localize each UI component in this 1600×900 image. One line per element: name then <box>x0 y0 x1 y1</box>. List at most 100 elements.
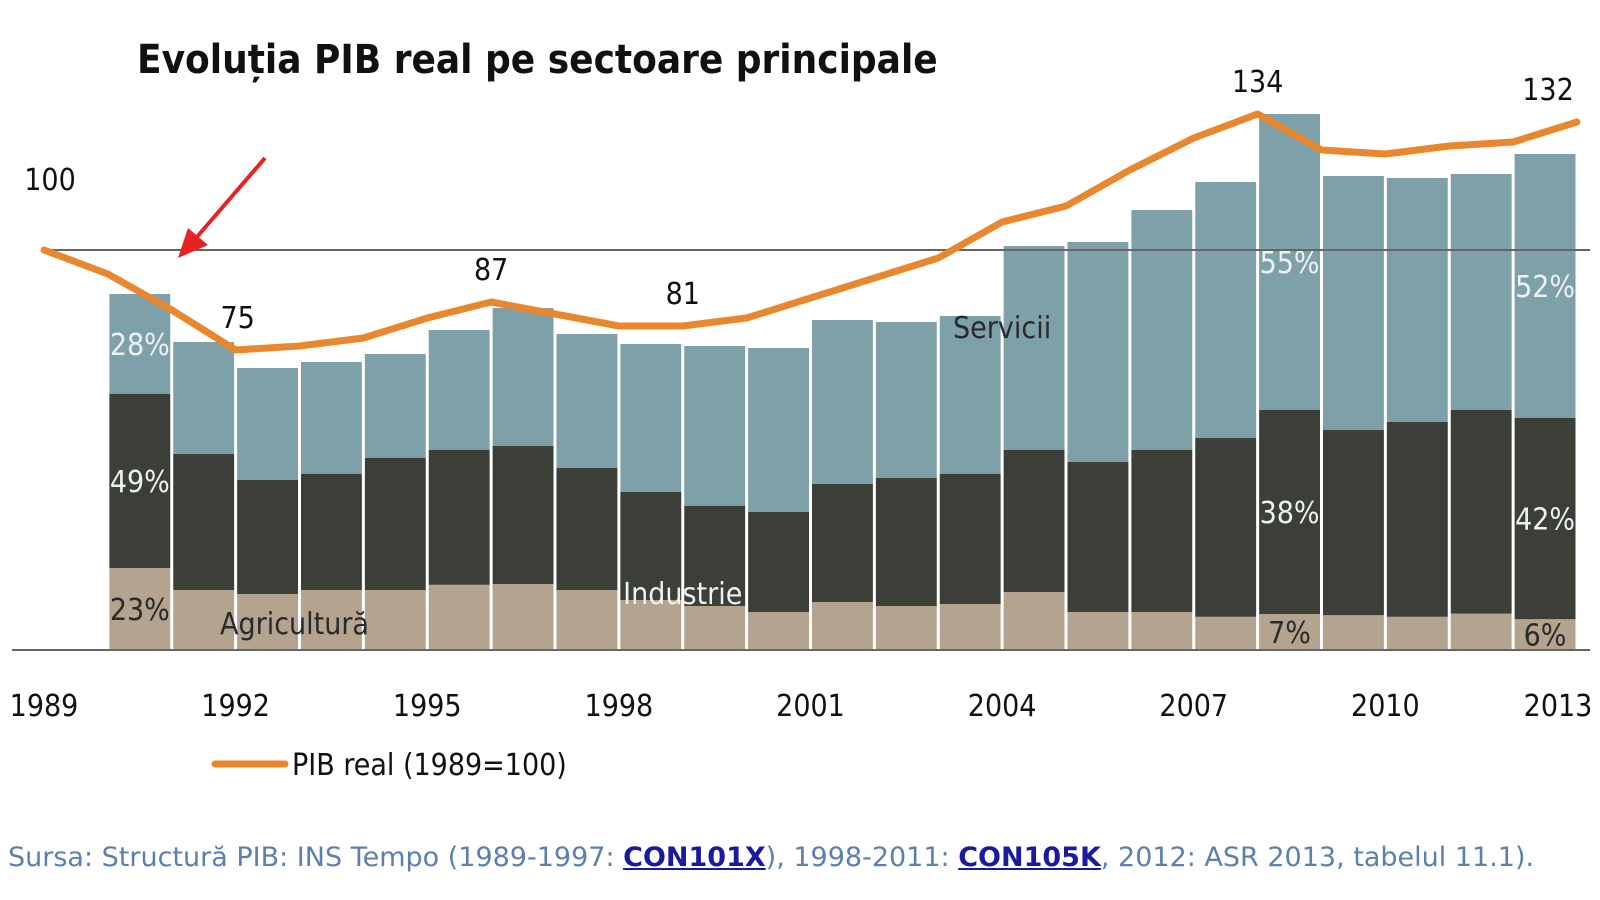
bar-serv-2009 <box>1323 176 1384 430</box>
source-prefix: Sursa: Structură PIB: INS Tempo (1989-19… <box>8 842 624 873</box>
x-tick-2001: 2001 <box>776 689 845 724</box>
share-label-serv-1990: 28% <box>110 328 170 363</box>
bar-serv-2010 <box>1386 178 1448 422</box>
bar-ind-2001 <box>812 484 873 602</box>
bar-serv-1996 <box>492 308 554 446</box>
bar-agri-2010 <box>1386 616 1448 650</box>
bar-agri-1995 <box>428 584 490 650</box>
bar-serv-2008 <box>1259 114 1320 410</box>
bar-ind-2003 <box>939 474 1001 604</box>
bar-agri-2011 <box>1450 613 1512 650</box>
bar-agri-2004 <box>1003 592 1065 650</box>
bar-agri-2003 <box>939 604 1001 650</box>
bar-serv-2002 <box>875 322 937 478</box>
bar-agri-2008 <box>1259 614 1320 650</box>
share-label-ind-1990: 49% <box>110 465 170 500</box>
sector-label-ind: Industrie <box>623 577 742 612</box>
bar-ind-2000 <box>748 512 809 612</box>
bar-agri-2007 <box>1195 616 1257 650</box>
chart: 23% 49% 28% 7% 38% 55% 6% 42% 52% Agricultură Indu… <box>10 37 1593 783</box>
bar-agri-2001 <box>812 602 873 650</box>
bar-serv-1999 <box>684 346 746 506</box>
bar-serv-2012 <box>1514 154 1576 418</box>
sector-label-serv: Servicii <box>953 311 1051 346</box>
x-tick-1998: 1998 <box>585 689 654 724</box>
x-tick-1989: 1989 <box>10 689 79 724</box>
bar-agri-2009 <box>1323 615 1384 650</box>
bar-agri-1998 <box>620 600 682 650</box>
x-tick-2010: 2010 <box>1351 689 1420 724</box>
bar-agri-1990 <box>109 568 171 650</box>
gdp-line <box>40 110 1581 354</box>
bar-agri-1996 <box>492 584 554 650</box>
bar-ind-2011 <box>1450 410 1512 614</box>
bar-ind-2009 <box>1323 430 1384 616</box>
bar-agri-1997 <box>556 590 618 650</box>
bar-ind-1990 <box>109 394 171 568</box>
bar-ind-1996 <box>492 446 554 584</box>
share-label-agri-2008: 7% <box>1268 616 1311 651</box>
bar-serv-1993 <box>301 362 362 474</box>
x-tick-1992: 1992 <box>201 689 270 724</box>
source-note: Sursa: Structură PIB: INS Tempo (1989-19… <box>8 842 1534 873</box>
bar-ind-1994 <box>364 458 426 590</box>
bar-serv-2007 <box>1195 182 1257 438</box>
bar-serv-2004 <box>1003 246 1065 450</box>
bar-serv-2005 <box>1067 242 1129 462</box>
bar-agri-1999 <box>684 606 746 650</box>
bar-serv-2011 <box>1450 174 1512 410</box>
share-label-agri-2012: 6% <box>1524 619 1567 654</box>
chart-title: Evoluția PIB real pe sectoare principale <box>137 37 938 83</box>
bar-serv-1992 <box>237 368 298 480</box>
bar-agri-2012 <box>1514 619 1576 650</box>
bar-serv-1995 <box>428 330 490 450</box>
point-label-1989: 100 <box>24 163 76 198</box>
share-label-ind-2008: 38% <box>1260 496 1320 531</box>
point-labels-group: 100 75 87 81 134 132 <box>24 65 1574 336</box>
bar-agri-1994 <box>364 590 426 650</box>
bar-ind-2005 <box>1067 462 1129 612</box>
bar-serv-2003 <box>939 316 1001 474</box>
point-label-2013: 132 <box>1522 73 1574 108</box>
bar-agri-1993 <box>301 590 362 650</box>
legend-label: PIB real (1989=100) <box>292 748 567 783</box>
bar-serv-2001 <box>812 320 873 484</box>
source-middle: ), 1998-2011: <box>765 842 959 873</box>
x-tick-2004: 2004 <box>968 689 1037 724</box>
legend: PIB real (1989=100) <box>211 748 567 783</box>
red-arrow-annotation <box>178 156 267 258</box>
bar-agri-2000 <box>748 612 809 650</box>
share-label-ind-2012: 42% <box>1515 503 1575 538</box>
bar-ind-1998 <box>620 492 682 600</box>
bar-ind-2008 <box>1259 410 1320 614</box>
bar-serv-1990 <box>109 294 171 394</box>
bar-ind-1997 <box>556 468 618 590</box>
bar-ind-1999 <box>684 506 746 606</box>
bar-agri-2002 <box>875 606 937 650</box>
bars-group <box>109 114 1576 650</box>
x-tick-1995: 1995 <box>393 689 462 724</box>
segment-labels-group: 23% 49% 28% 7% 38% 55% 6% 42% 52% Agricultură Indu… <box>110 246 1575 654</box>
bar-ind-2007 <box>1195 438 1257 617</box>
bar-agri-1991 <box>173 590 235 650</box>
bar-serv-1998 <box>620 344 682 492</box>
bar-agri-2005 <box>1067 612 1129 650</box>
bar-ind-2004 <box>1003 450 1065 592</box>
source-link-con105k[interactable]: CON105K <box>958 842 1101 873</box>
point-label-2008: 134 <box>1232 65 1284 100</box>
source-link-con101x[interactable]: CON101X <box>623 842 766 873</box>
share-label-agri-1990: 23% <box>110 593 170 628</box>
x-tick-labels-group: 1989 1992 1995 1998 2001 2004 2007 2010 2013 <box>10 689 1593 724</box>
sector-label-agri: Agricultură <box>220 607 369 642</box>
bar-ind-2012 <box>1514 418 1576 620</box>
bar-serv-1991 <box>173 342 235 454</box>
point-label-1999: 81 <box>666 277 700 312</box>
point-label-1996: 87 <box>474 253 508 288</box>
x-tick-2007: 2007 <box>1159 689 1228 724</box>
bar-serv-2006 <box>1131 210 1193 450</box>
bar-serv-1997 <box>556 334 618 468</box>
share-label-serv-2008: 55% <box>1260 246 1320 281</box>
bar-ind-2002 <box>875 478 937 606</box>
bar-serv-1994 <box>364 354 426 458</box>
bar-agri-2006 <box>1131 612 1193 650</box>
